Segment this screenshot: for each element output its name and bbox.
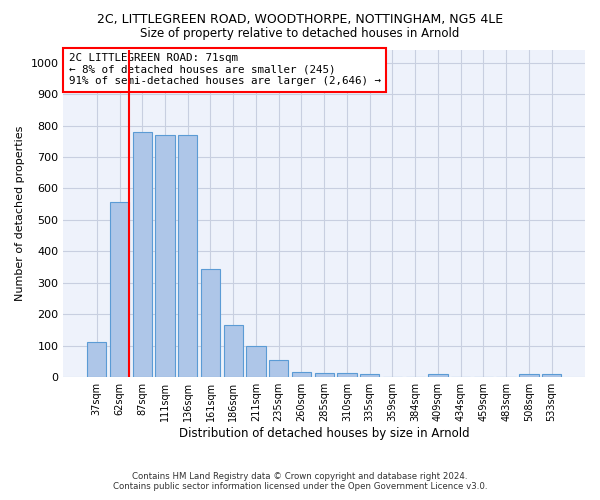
Bar	[314, 373, 334, 377]
Bar	[519, 374, 539, 377]
Text: 2C LITTLEGREEN ROAD: 71sqm
← 8% of detached houses are smaller (245)
91% of semi: 2C LITTLEGREEN ROAD: 71sqm ← 8% of detac…	[68, 54, 380, 86]
Bar	[201, 270, 220, 377]
Y-axis label: Number of detached properties: Number of detached properties	[15, 126, 25, 302]
Bar	[110, 202, 129, 377]
Bar	[178, 135, 197, 377]
Text: Size of property relative to detached houses in Arnold: Size of property relative to detached ho…	[140, 28, 460, 40]
Text: 2C, LITTLEGREEN ROAD, WOODTHORPE, NOTTINGHAM, NG5 4LE: 2C, LITTLEGREEN ROAD, WOODTHORPE, NOTTIN…	[97, 12, 503, 26]
X-axis label: Distribution of detached houses by size in Arnold: Distribution of detached houses by size …	[179, 427, 470, 440]
Bar	[87, 342, 106, 377]
Bar	[360, 374, 379, 377]
Bar	[247, 346, 266, 377]
Bar	[292, 372, 311, 377]
Bar	[155, 135, 175, 377]
Bar	[224, 326, 243, 377]
Bar	[133, 132, 152, 377]
Bar	[337, 373, 356, 377]
Bar	[542, 374, 561, 377]
Text: Contains public sector information licensed under the Open Government Licence v3: Contains public sector information licen…	[113, 482, 487, 491]
Bar	[428, 374, 448, 377]
Text: Contains HM Land Registry data © Crown copyright and database right 2024.: Contains HM Land Registry data © Crown c…	[132, 472, 468, 481]
Bar	[269, 360, 289, 377]
